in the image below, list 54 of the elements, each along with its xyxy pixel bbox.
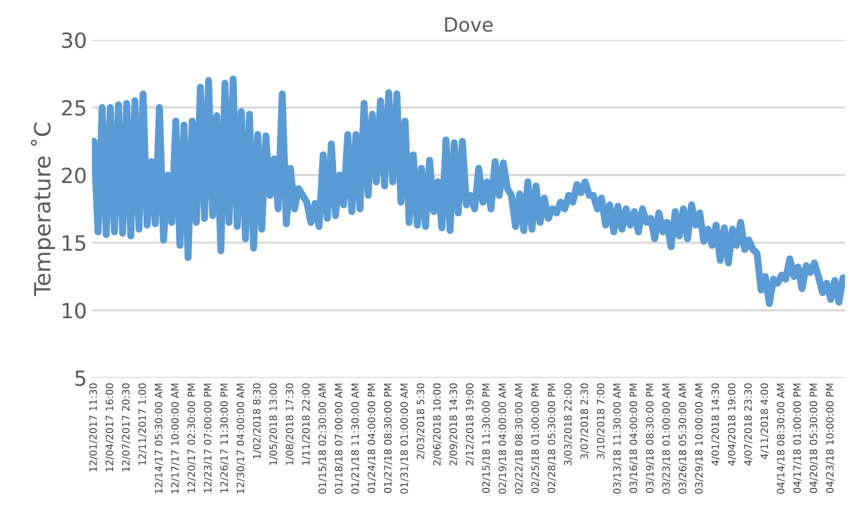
x-tick-label: 1/11/2018 22:00 — [302, 383, 310, 465]
x-tick-label: 1/08/2018 17:30 — [286, 383, 294, 465]
x-tick-label: 01/27/18 08:30:00 PM — [384, 384, 392, 493]
x-tick-label: 2/09/2018 14:30 — [449, 383, 458, 466]
x-tick-label: 1/02/2018 8:30 — [253, 383, 262, 459]
x-tick-label: 1/05/2018 13:00 — [269, 383, 278, 465]
x-tick-label: 04/14/18 08:30:00 AM — [776, 384, 786, 494]
x-tick-label: 04/17/18 01:00:00 PM — [793, 384, 802, 493]
x-tick-label: 02/25/18 01:00:00 PM — [531, 384, 540, 493]
x-tick-label: 02/15/18 11:30:00 PM — [482, 384, 491, 493]
x-tick-label: 12/26/17 11:30:00 PM — [220, 384, 229, 492]
x-tick-label: 4/11/2018 4:00 — [760, 383, 769, 460]
x-tick-label: 2/06/2018 10:00 — [433, 383, 442, 466]
x-tick-label: 3/10/2018 7:00 — [596, 383, 606, 459]
y-axis-title: Temperature ˚C — [30, 122, 55, 296]
x-tick-label: 01/15/18 02:30:00 AM — [318, 384, 327, 494]
x-tick-label: 12/30/17 04:00:00 AM — [236, 384, 245, 494]
x-tick-label: 03/19/18 08:30:00 PM — [646, 384, 654, 493]
x-tick-label: 03/29/18 10:00:00 AM — [695, 384, 704, 494]
y-tick-label: 25 — [62, 100, 86, 116]
y-tick-label: 15 — [62, 235, 86, 251]
x-tick-label: 12/04/2017 16:00 — [106, 383, 114, 472]
y-tick-label: 20 — [62, 168, 86, 184]
x-tick-label: 01/21/18 11:30:00 AM — [351, 384, 360, 494]
x-tick-label: 2/12/2018 19:00 — [466, 383, 474, 466]
x-tick-label: 4/01/2018 14:30 — [711, 383, 720, 466]
x-tick-label: 12/11/2017 1:00 — [138, 383, 147, 465]
x-tick-label: 04/20/18 05:30:00 PM — [810, 384, 818, 493]
x-tick-label: 03/23/18 01:00:00 AM — [662, 384, 671, 494]
x-tick-label: 03/13/18 11:30:00 AM — [613, 384, 622, 494]
x-tick-label: 3/07/2018 2:30 — [580, 383, 589, 459]
x-tick-label: 02/22/18 08:30:00 AM — [514, 384, 524, 494]
x-tick-label: 2/03/2018 5:30 — [416, 383, 426, 459]
x-tick-label: 02/28/18 05:30:00 PM — [548, 384, 556, 493]
y-tick-label: 10 — [62, 302, 86, 318]
x-tick-label: 3/03/2018 22:00 — [564, 383, 572, 466]
x-tick-label: 12/07/2017 20:30 — [122, 383, 130, 472]
x-tick-label: 12/17/17 10:00:00 AM — [171, 384, 180, 494]
x-tick-label: 01/18/18 07:00:00 AM — [334, 384, 344, 494]
x-tick-label: 04/23/18 10:00:00 PM — [826, 384, 834, 493]
x-tick-label: 12/23/17 07:00:00 PM — [204, 384, 212, 492]
x-tick-label: 03/26/18 05:30:00 AM — [678, 384, 688, 494]
y-tick-label: 30 — [62, 32, 86, 48]
chart-title: Dove — [445, 17, 493, 32]
x-tick-label: 03/16/18 04:00:00 PM — [630, 384, 638, 493]
x-tick-label: 01/24/18 04:00:00 PM — [368, 384, 376, 493]
y-tick-label: 5 — [75, 370, 86, 386]
x-tick-label: 02/19/18 04:00:00 AM — [498, 384, 507, 494]
x-tick-label: 01/31/18 01:00:00 AM — [400, 384, 409, 494]
x-tick-label: 12/20/17 02:30:00 PM — [188, 384, 196, 492]
x-tick-label: 4/04/2018 19:00 — [728, 383, 736, 466]
x-tick-label: 12/01/2017 11:30 — [89, 383, 98, 472]
x-tick-label: 4/07/2018 23:30 — [744, 383, 753, 466]
x-tick-label: 12/14/17 05:30:00 AM — [154, 384, 164, 494]
